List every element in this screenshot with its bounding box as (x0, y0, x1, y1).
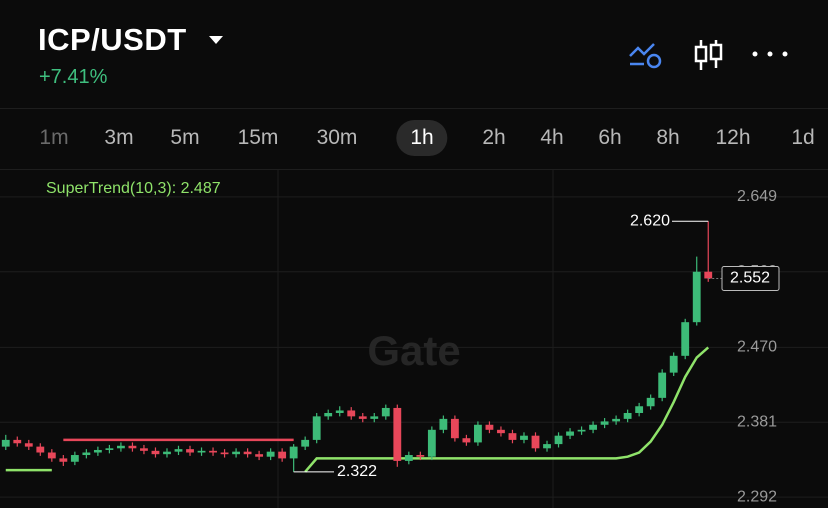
indicator-label: SuperTrend(10,3): 2.487 (46, 180, 221, 197)
candle-body (36, 446, 45, 453)
candle-body (554, 435, 563, 445)
candle-body (393, 407, 402, 461)
candle-body (209, 450, 217, 453)
y-tick-label: 2.381 (737, 413, 777, 430)
candle-body (646, 397, 655, 407)
y-tick-label: 2.292 (737, 488, 777, 505)
candle-body (439, 418, 448, 430)
min-label: 2.322 (337, 463, 377, 480)
candle-body (508, 433, 517, 440)
interval-tab[interactable]: 1h (396, 120, 448, 156)
candle-body (255, 454, 264, 457)
candle-body (462, 438, 471, 443)
candle-body (658, 372, 667, 398)
candle-body (140, 448, 148, 451)
candle-body (105, 448, 114, 450)
candle-body (24, 443, 33, 447)
interval-tab[interactable]: 4h (540, 126, 564, 149)
candle-body (381, 407, 390, 417)
interval-tab[interactable]: 6h (598, 126, 622, 149)
candle-body (692, 271, 701, 323)
header: ICP/USDT +7.41% (0, 0, 828, 108)
candle-body (324, 412, 333, 417)
candle-body (13, 439, 22, 444)
candle-body (404, 455, 413, 461)
candle-body (93, 449, 102, 453)
candle-icon[interactable] (692, 38, 726, 72)
candle-body (278, 451, 287, 459)
candle-body (163, 451, 171, 455)
candle-body (450, 418, 459, 439)
candle-body (566, 431, 574, 436)
interval-tab[interactable]: 5m (170, 126, 200, 149)
candle-body (543, 444, 551, 449)
price-change: +7.41% (39, 66, 108, 88)
interval-tab[interactable]: 1m (39, 126, 69, 149)
candle-body (589, 424, 597, 430)
supertrend-line (304, 346, 710, 473)
more-icon[interactable] (750, 48, 790, 60)
interval-tab[interactable]: 8h (656, 126, 680, 149)
candle-body (485, 424, 494, 430)
interval-tab[interactable]: 15m (237, 126, 279, 149)
candle-body (669, 355, 678, 373)
candle-body (612, 418, 621, 422)
interval-tab[interactable]: 12h (715, 126, 751, 149)
candle-body (635, 406, 644, 413)
candle-body (370, 416, 379, 419)
candle-body (1, 439, 10, 447)
candle-body (232, 451, 240, 455)
candle-body (289, 446, 298, 459)
candle-body (347, 410, 356, 417)
candle-body (497, 429, 505, 434)
candle-body (427, 429, 436, 457)
y-tick-label: 2.470 (737, 339, 777, 356)
watermark: Gate (367, 327, 460, 374)
last-price-box (721, 265, 780, 291)
candle-body (600, 421, 609, 425)
candle-body (82, 452, 91, 456)
candle-body (681, 322, 690, 356)
y-tick-label: 2.649 (737, 188, 777, 205)
pair-title[interactable]: ICP/USDT (38, 22, 187, 57)
candle-body (220, 452, 229, 455)
candle-body (358, 416, 367, 419)
candle-body (301, 439, 310, 447)
candle-body (243, 451, 252, 455)
candle-body (266, 451, 275, 457)
dropdown-caret[interactable] (208, 34, 224, 46)
candle-body (197, 450, 206, 453)
candle-body (520, 435, 528, 440)
interval-tab[interactable]: 2h (482, 126, 506, 149)
interval-tab[interactable]: 1d (791, 126, 815, 149)
interval-tab[interactable]: 3m (104, 126, 134, 149)
candle-body (335, 410, 344, 413)
candle-body (128, 445, 137, 449)
candle-body (474, 424, 482, 443)
max-label: 2.620 (630, 213, 670, 230)
candle-body (117, 445, 125, 449)
candle-body (416, 455, 425, 457)
candle-body (174, 449, 183, 452)
candle-body (186, 449, 194, 453)
candle-body (70, 455, 79, 462)
last-price-label: 2.552 (730, 270, 770, 287)
candle-body (531, 435, 540, 449)
interval-bar: 1m 3m 5m 15m 30m 1h 2h 4h 6h 8h 12h 1d (0, 108, 828, 170)
candle-body (47, 452, 56, 459)
candle-body (704, 271, 713, 279)
interval-tab[interactable]: 30m (316, 126, 358, 149)
candle-body (312, 416, 321, 440)
candle-body (623, 412, 632, 419)
indicator-icon[interactable] (628, 40, 664, 70)
candle-body (577, 429, 586, 432)
candle-body (151, 450, 160, 455)
candle-body (59, 458, 68, 462)
